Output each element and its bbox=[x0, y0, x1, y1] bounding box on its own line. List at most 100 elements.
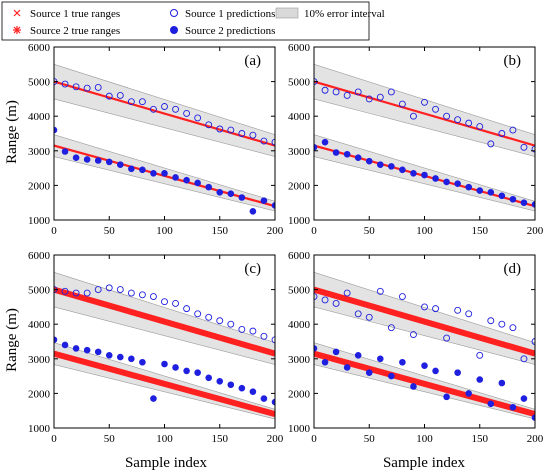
source-2-prediction-point bbox=[365, 369, 373, 376]
y-tick-label: 1000 bbox=[28, 215, 51, 227]
source-1-prediction-point bbox=[271, 138, 275, 146]
legend: Source 1 true ranges Source 1 prediction… bbox=[1, 1, 385, 41]
x-tick-label: 150 bbox=[472, 225, 489, 237]
source-2-prediction-point bbox=[161, 169, 168, 177]
source-2-prediction-point bbox=[365, 157, 373, 165]
source-2-prediction-point bbox=[249, 208, 257, 215]
source-2-prediction-point bbox=[498, 192, 506, 200]
legend-s1-true-label: Source 1 true ranges bbox=[30, 8, 120, 20]
true-range-line-source-2 bbox=[54, 350, 275, 418]
source-2-prediction-point bbox=[150, 395, 157, 402]
source-1-prediction-point bbox=[454, 306, 462, 314]
y-tick-label: 6000 bbox=[28, 250, 51, 262]
y-tick-label: 6000 bbox=[288, 42, 311, 54]
source-1-prediction-point bbox=[387, 88, 395, 96]
x-tick-label: 50 bbox=[104, 225, 116, 237]
source-1-prediction-point bbox=[487, 140, 495, 148]
source-1-prediction-point bbox=[509, 126, 517, 134]
source-2-prediction-point bbox=[410, 383, 417, 390]
source-2-prediction-point bbox=[72, 154, 80, 162]
x-tick-label: 0 bbox=[51, 225, 57, 237]
source-2-prediction-point bbox=[399, 358, 406, 366]
y-tick-label: 6000 bbox=[28, 42, 51, 54]
source-2-prediction-point bbox=[139, 166, 146, 174]
source-2-prediction-point bbox=[509, 195, 517, 203]
source-2-prediction-point bbox=[128, 355, 135, 363]
source-2-prediction-point bbox=[520, 395, 528, 402]
source-1-prediction-point bbox=[83, 289, 91, 297]
source-1-prediction-point bbox=[205, 121, 213, 129]
source-1-prediction-point bbox=[72, 289, 80, 297]
source-2-prediction-point bbox=[227, 190, 235, 198]
source-2-prediction-point bbox=[388, 372, 395, 380]
source-2-prediction-point bbox=[443, 178, 450, 186]
y-tick-label: 3000 bbox=[28, 146, 51, 158]
source-1-prediction-point bbox=[172, 299, 180, 307]
source-2-prediction-point bbox=[271, 202, 275, 209]
source-2-prediction-point bbox=[227, 381, 235, 389]
x-tick-label: 200 bbox=[267, 225, 284, 237]
source-1-prediction-point bbox=[465, 119, 473, 127]
y-tick-label: 5000 bbox=[28, 285, 51, 297]
source-1-prediction-point bbox=[260, 332, 268, 340]
source-1-prediction-point bbox=[498, 130, 506, 137]
y-tick-label: 3000 bbox=[288, 146, 311, 158]
source-2-prediction-point bbox=[321, 138, 329, 146]
source-2-prediction-point bbox=[83, 346, 91, 354]
true-range-line-source-1 bbox=[314, 286, 535, 357]
legend-s1-true-marker bbox=[13, 9, 21, 17]
source-2-prediction-point bbox=[376, 355, 384, 363]
y-tick-label: 3000 bbox=[28, 354, 51, 366]
error-band-source-1 bbox=[314, 63, 535, 157]
source-1-prediction-point bbox=[61, 80, 69, 88]
y-tick-label: 2000 bbox=[28, 180, 51, 192]
xlabel-right: Sample index bbox=[383, 455, 466, 471]
source-1-prediction-point bbox=[421, 303, 428, 311]
error-band-source-1 bbox=[314, 271, 535, 365]
source-2-prediction-point bbox=[531, 201, 535, 208]
source-2-prediction-point bbox=[465, 390, 473, 397]
panel-label: (c) bbox=[244, 261, 261, 277]
source-1-prediction-point bbox=[105, 284, 113, 292]
source-1-prediction-point bbox=[410, 331, 417, 339]
source-1-prediction-point bbox=[410, 112, 417, 120]
y-tick-label: 5000 bbox=[288, 77, 311, 89]
source-1-prediction-point bbox=[161, 298, 168, 306]
source-2-prediction-point bbox=[432, 367, 439, 375]
source-2-prediction-point bbox=[61, 148, 69, 155]
y-tick-label: 4000 bbox=[288, 111, 311, 123]
x-tick-label: 50 bbox=[364, 225, 376, 237]
source-2-prediction-point bbox=[260, 197, 268, 204]
source-1-prediction-point bbox=[365, 95, 373, 103]
source-1-prediction-point bbox=[127, 289, 135, 297]
source-1-prediction-point bbox=[260, 137, 268, 145]
panel-c: 0 50 100 150 200 1000 2000 3000 4000 5000 6000 (c) bbox=[28, 250, 284, 445]
y-tick-label: 1000 bbox=[288, 215, 311, 227]
source-2-prediction-point bbox=[343, 364, 351, 371]
source-1-prediction-point bbox=[354, 310, 362, 318]
error-band-source-1 bbox=[54, 271, 275, 365]
legend-s1-pred-label: Source 1 predictions bbox=[185, 8, 275, 20]
source-2-prediction-point bbox=[205, 374, 212, 382]
true-range-line-source-2 bbox=[314, 350, 535, 418]
source-2-prediction-point bbox=[498, 379, 506, 387]
source-2-prediction-point bbox=[520, 199, 528, 206]
source-1-prediction-point bbox=[354, 88, 362, 96]
x-tick-label: 50 bbox=[104, 433, 116, 445]
source-1-prediction-point bbox=[376, 287, 384, 295]
source-2-prediction-point bbox=[161, 360, 168, 368]
source-1-prediction-point bbox=[498, 320, 506, 328]
x-tick-label: 200 bbox=[267, 433, 284, 445]
source-1-prediction-point bbox=[520, 143, 528, 151]
legend-s2-pred-label: Source 2 predictions bbox=[185, 25, 275, 37]
source-1-prediction-point bbox=[149, 105, 157, 113]
source-2-prediction-point bbox=[94, 157, 102, 164]
source-1-prediction-point bbox=[443, 112, 451, 120]
source-1-prediction-point bbox=[227, 320, 235, 328]
source-2-prediction-point bbox=[94, 348, 102, 356]
source-1-prediction-point bbox=[227, 126, 235, 134]
source-2-prediction-point bbox=[183, 367, 190, 375]
source-2-prediction-point bbox=[172, 364, 179, 371]
source-2-prediction-point bbox=[205, 183, 212, 191]
